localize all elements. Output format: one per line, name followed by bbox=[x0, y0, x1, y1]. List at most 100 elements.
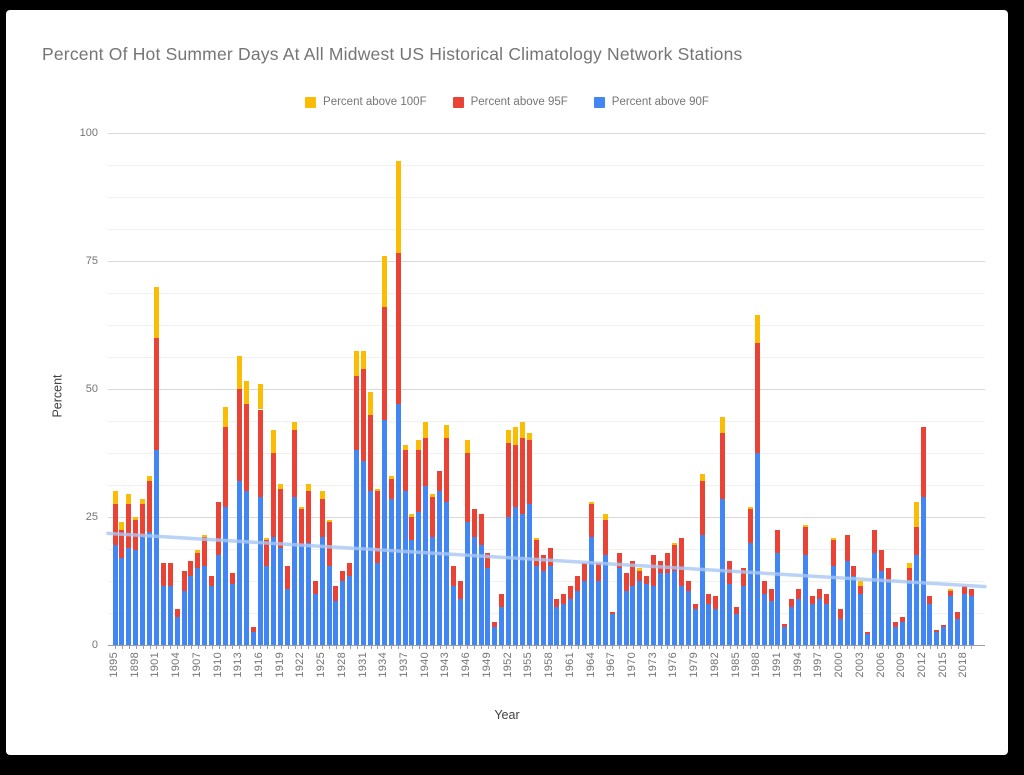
bar-1913[interactable] bbox=[236, 355, 242, 645]
bar-1911[interactable] bbox=[222, 406, 228, 645]
bar-1988[interactable] bbox=[754, 314, 760, 645]
bar-1917[interactable] bbox=[264, 537, 270, 645]
bar-1908[interactable] bbox=[202, 534, 208, 645]
bar-1907[interactable] bbox=[195, 550, 201, 645]
bar-1959[interactable] bbox=[554, 598, 560, 645]
bar-1963[interactable] bbox=[582, 563, 588, 645]
bar-1921[interactable] bbox=[292, 422, 298, 645]
bar-1989[interactable] bbox=[761, 581, 767, 645]
bar-1975[interactable] bbox=[664, 552, 670, 645]
bar-1906[interactable] bbox=[188, 560, 194, 645]
bar-2000[interactable] bbox=[837, 609, 843, 645]
bar-1923[interactable] bbox=[305, 483, 311, 645]
bar-1896[interactable] bbox=[119, 522, 125, 645]
bar-1951[interactable] bbox=[499, 593, 505, 645]
bar-1993[interactable] bbox=[789, 598, 795, 645]
bar-1967[interactable] bbox=[609, 611, 615, 645]
bar-1904[interactable] bbox=[174, 609, 180, 645]
bar-1971[interactable] bbox=[637, 568, 643, 645]
bar-1962[interactable] bbox=[575, 575, 581, 645]
bar-1936[interactable] bbox=[395, 161, 401, 645]
bar-1910[interactable] bbox=[216, 501, 222, 645]
bar-1918[interactable] bbox=[271, 429, 277, 645]
bar-2002[interactable] bbox=[851, 565, 857, 645]
bar-1969[interactable] bbox=[623, 573, 629, 645]
bar-1972[interactable] bbox=[644, 575, 650, 645]
bar-1986[interactable] bbox=[740, 568, 746, 645]
bar-1915[interactable] bbox=[250, 627, 256, 645]
bar-1931[interactable] bbox=[361, 350, 367, 645]
bar-1970[interactable] bbox=[630, 560, 636, 645]
bar-1937[interactable] bbox=[402, 445, 408, 645]
bar-2012[interactable] bbox=[920, 427, 926, 645]
bar-1965[interactable] bbox=[595, 563, 601, 645]
bar-2007[interactable] bbox=[885, 568, 891, 645]
bar-1994[interactable] bbox=[796, 588, 802, 645]
bar-1903[interactable] bbox=[167, 563, 173, 645]
bar-1977[interactable] bbox=[678, 537, 684, 645]
bar-1987[interactable] bbox=[747, 506, 753, 645]
bar-1953[interactable] bbox=[513, 427, 519, 645]
bar-1980[interactable] bbox=[699, 473, 705, 645]
bar-2010[interactable] bbox=[906, 563, 912, 645]
bar-1949[interactable] bbox=[485, 552, 491, 645]
bar-2003[interactable] bbox=[858, 581, 864, 645]
bar-1995[interactable] bbox=[803, 524, 809, 645]
bar-1943[interactable] bbox=[443, 424, 449, 645]
bar-1933[interactable] bbox=[374, 488, 380, 645]
bar-1954[interactable] bbox=[519, 422, 525, 645]
bar-2001[interactable] bbox=[844, 534, 850, 645]
bar-2005[interactable] bbox=[872, 529, 878, 645]
bar-1982[interactable] bbox=[713, 596, 719, 645]
bar-1985[interactable] bbox=[734, 606, 740, 645]
bar-1978[interactable] bbox=[685, 581, 691, 645]
bar-1973[interactable] bbox=[651, 555, 657, 645]
bar-1912[interactable] bbox=[229, 573, 235, 645]
bar-1997[interactable] bbox=[816, 588, 822, 645]
bar-1900[interactable] bbox=[147, 476, 153, 645]
bar-1938[interactable] bbox=[409, 514, 415, 645]
bar-1901[interactable] bbox=[153, 286, 159, 645]
bar-2015[interactable] bbox=[941, 624, 947, 645]
bar-1947[interactable] bbox=[471, 509, 477, 645]
bar-1924[interactable] bbox=[312, 581, 318, 645]
bar-1999[interactable] bbox=[830, 537, 836, 645]
bar-1914[interactable] bbox=[243, 381, 249, 645]
bar-1909[interactable] bbox=[209, 575, 215, 645]
bar-1956[interactable] bbox=[533, 537, 539, 645]
bar-1944[interactable] bbox=[450, 565, 456, 645]
bar-1991[interactable] bbox=[775, 529, 781, 645]
bar-1942[interactable] bbox=[437, 470, 443, 645]
bar-1941[interactable] bbox=[430, 493, 436, 645]
bar-1928[interactable] bbox=[340, 570, 346, 645]
bar-2009[interactable] bbox=[899, 616, 905, 645]
bar-2004[interactable] bbox=[865, 632, 871, 645]
bar-1905[interactable] bbox=[181, 570, 187, 645]
bar-1946[interactable] bbox=[464, 440, 470, 645]
bar-1929[interactable] bbox=[347, 563, 353, 645]
bar-1998[interactable] bbox=[823, 593, 829, 645]
bar-2017[interactable] bbox=[955, 611, 961, 645]
bar-1945[interactable] bbox=[457, 581, 463, 645]
bar-1968[interactable] bbox=[616, 552, 622, 645]
bar-1899[interactable] bbox=[140, 499, 146, 645]
bar-2018[interactable] bbox=[961, 586, 967, 645]
bar-1927[interactable] bbox=[333, 586, 339, 645]
bar-1948[interactable] bbox=[478, 514, 484, 645]
bar-1957[interactable] bbox=[540, 555, 546, 645]
bar-2006[interactable] bbox=[879, 550, 885, 645]
bar-1922[interactable] bbox=[298, 506, 304, 645]
bar-1952[interactable] bbox=[506, 429, 512, 645]
bar-1976[interactable] bbox=[671, 542, 677, 645]
bar-1961[interactable] bbox=[568, 586, 574, 645]
bar-1990[interactable] bbox=[768, 588, 774, 645]
bar-1979[interactable] bbox=[692, 604, 698, 645]
bar-2008[interactable] bbox=[892, 621, 898, 645]
bar-1919[interactable] bbox=[278, 483, 284, 645]
bar-1996[interactable] bbox=[810, 596, 815, 645]
bar-1964[interactable] bbox=[589, 501, 594, 645]
bar-1958[interactable] bbox=[547, 547, 553, 645]
bar-1916[interactable] bbox=[257, 383, 263, 645]
bar-1966[interactable] bbox=[602, 514, 608, 645]
bar-1902[interactable] bbox=[160, 563, 166, 645]
